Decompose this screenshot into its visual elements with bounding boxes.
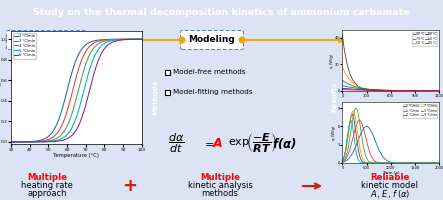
Text: Methods: Methods — [152, 79, 159, 115]
X-axis label: Time (s): Time (s) — [382, 171, 400, 175]
Y-axis label: q (W/g): q (W/g) — [330, 53, 334, 68]
Text: kinetic analysis: kinetic analysis — [187, 182, 253, 190]
Legend: 1 °C/min, 5 °C/min, 2 °C/min, 7 °C/min, 3 °C/min, 9 °C/min: 1 °C/min, 5 °C/min, 2 °C/min, 7 °C/min, … — [403, 104, 438, 118]
Text: $\mathrm{exp}\!\left(\dfrac{-\bfit{E}}{RT}\right)$: $\mathrm{exp}\!\left(\dfrac{-\bfit{E}}{R… — [228, 132, 278, 155]
Text: Multiple: Multiple — [27, 173, 67, 182]
FancyBboxPatch shape — [165, 90, 170, 95]
Text: kinetic model: kinetic model — [361, 182, 419, 190]
Text: Multiple: Multiple — [200, 173, 240, 182]
Legend: 2 °C/min, 3 °C/min, 4 °C/min, 5 °C/min, 6 °C/min: 2 °C/min, 3 °C/min, 4 °C/min, 5 °C/min, … — [13, 33, 36, 59]
Y-axis label: q (W/g): q (W/g) — [332, 125, 336, 140]
Text: +: + — [123, 177, 137, 195]
Text: $\bfit{f}(\alpha)$: $\bfit{f}(\alpha)$ — [272, 136, 297, 151]
Text: $A,\,E,\,f\,(\alpha)$: $A,\,E,\,f\,(\alpha)$ — [370, 188, 410, 200]
Circle shape — [239, 37, 245, 43]
Text: heating rate: heating rate — [21, 182, 73, 190]
FancyBboxPatch shape — [165, 70, 170, 74]
FancyBboxPatch shape — [180, 30, 244, 49]
Text: $\bfit{A}$: $\bfit{A}$ — [212, 137, 224, 150]
Text: Reliable: Reliable — [370, 173, 410, 182]
Y-axis label: α: α — [0, 82, 1, 88]
Text: Model-free methods: Model-free methods — [173, 69, 245, 75]
Text: Model-fitting methods: Model-fitting methods — [173, 89, 253, 95]
X-axis label: Temperature (°C): Temperature (°C) — [54, 153, 99, 158]
Text: approach: approach — [27, 188, 67, 198]
Text: $\dfrac{d\alpha}{dt}$: $\dfrac{d\alpha}{dt}$ — [168, 132, 185, 155]
Text: Kinetic predictions: Kinetic predictions — [343, 36, 439, 45]
Legend: 40 °C, 70 °C, 50 °C, 80 °C, 60 °C, 90 °C: 40 °C, 70 °C, 50 °C, 80 °C, 60 °C, 90 °C — [412, 32, 438, 46]
Text: Study on the thermal decomposition kinetics of ammonium carbamate: Study on the thermal decomposition kinet… — [33, 8, 410, 17]
FancyBboxPatch shape — [7, 30, 88, 49]
FancyBboxPatch shape — [346, 30, 436, 49]
Text: $=$: $=$ — [202, 138, 214, 148]
Circle shape — [83, 37, 89, 43]
Text: methods: methods — [202, 188, 238, 198]
Circle shape — [179, 37, 185, 43]
Text: Modeling: Modeling — [189, 36, 235, 45]
Text: Results: Results — [331, 82, 337, 112]
Text: Experiments: Experiments — [15, 36, 79, 45]
